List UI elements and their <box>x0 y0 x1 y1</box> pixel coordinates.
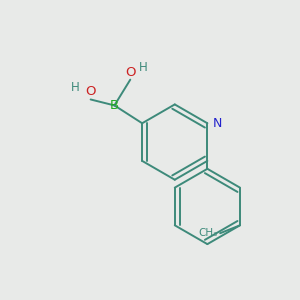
Text: H: H <box>71 81 80 94</box>
Text: N: N <box>212 117 222 130</box>
Text: O: O <box>125 66 136 79</box>
Text: CH₃: CH₃ <box>198 228 217 238</box>
Text: O: O <box>85 85 96 98</box>
Text: B: B <box>110 99 119 112</box>
Text: H: H <box>139 61 148 74</box>
